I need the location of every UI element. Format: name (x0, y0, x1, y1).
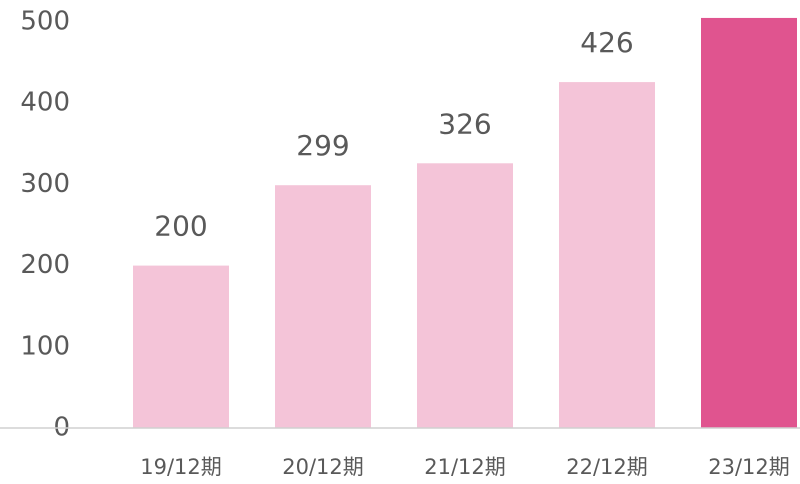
bar (417, 163, 513, 428)
x-tick-label: 21/12期 (424, 455, 506, 479)
data-label: 326 (438, 107, 491, 140)
x-tick-label: 20/12期 (282, 455, 364, 479)
bar (133, 265, 229, 428)
x-tick-label: 23/12期 (708, 455, 790, 479)
y-tick-label: 400 (20, 88, 70, 118)
y-tick-label: 100 (20, 331, 70, 361)
x-tick-label: 22/12期 (566, 455, 648, 479)
x-tick-label: 19/12期 (140, 455, 222, 479)
y-tick-label: 500 (20, 7, 70, 37)
data-label: 299 (296, 129, 349, 162)
bar (701, 17, 797, 428)
data-label: 426 (580, 26, 633, 59)
bar (559, 82, 655, 428)
bar (275, 185, 371, 428)
y-tick-label: 300 (20, 169, 70, 199)
data-label: 200 (154, 210, 207, 243)
y-tick-label: 200 (20, 250, 70, 280)
